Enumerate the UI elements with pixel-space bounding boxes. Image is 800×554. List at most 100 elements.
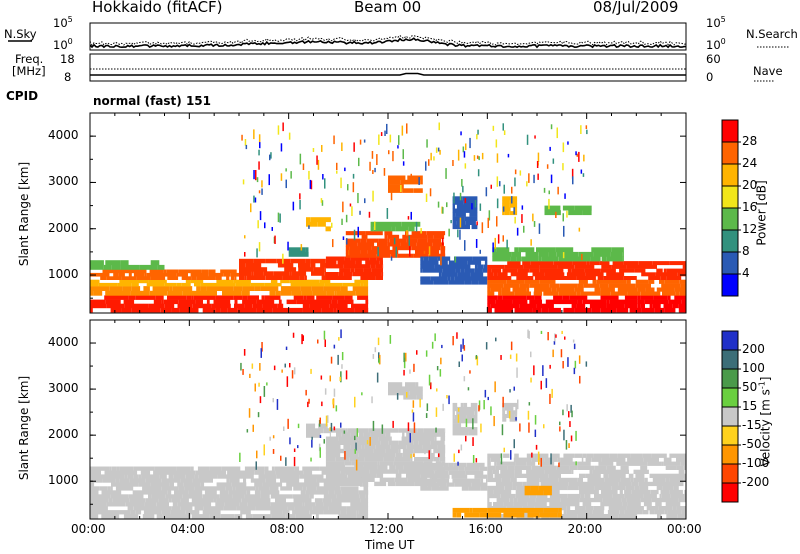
heatmap-cell	[502, 235, 504, 242]
heatmap-cell	[422, 444, 438, 450]
heatmap-cell	[402, 452, 413, 458]
heatmap-cell	[246, 275, 257, 280]
heatmap-cell	[492, 256, 511, 262]
heatmap-cell	[506, 239, 508, 249]
heatmap-cell	[294, 506, 297, 511]
heatmap-cell	[341, 481, 361, 487]
heatmap-cell	[261, 180, 263, 188]
heatmap-cell	[503, 184, 505, 194]
heatmap-cell	[127, 482, 139, 487]
heatmap-cell	[243, 470, 255, 475]
heatmap-cell	[164, 282, 177, 287]
heatmap-cell	[203, 506, 224, 511]
heatmap-cell	[340, 329, 342, 339]
x-tick-label: 12:00	[369, 522, 404, 536]
heatmap-cell	[376, 452, 396, 458]
heatmap-cell	[598, 461, 614, 466]
heatmap-cell	[538, 256, 542, 262]
heatmap-cell	[501, 287, 511, 292]
heatmap-cell	[412, 412, 415, 422]
heatmap-cell	[254, 490, 261, 495]
heatmap-cell	[312, 290, 327, 296]
heatmap-cell	[428, 374, 431, 386]
y-tick-label: 3000	[48, 381, 79, 396]
heatmap-cell	[663, 303, 673, 309]
heatmap-cell	[90, 502, 107, 507]
heatmap-cell	[245, 144, 248, 150]
heatmap-cell	[516, 276, 534, 280]
heatmap-cell	[491, 268, 502, 273]
heatmap-cell	[176, 466, 191, 471]
heatmap-cell	[557, 264, 575, 269]
heatmap-cell	[620, 465, 629, 470]
heatmap-cell	[455, 419, 473, 424]
heatmap-cell	[521, 256, 539, 262]
heatmap-cell	[283, 426, 285, 431]
heatmap-cell	[379, 260, 383, 265]
heatmap-cell	[285, 168, 287, 172]
heatmap-cell	[553, 341, 556, 345]
heatmap-cell	[433, 448, 446, 454]
heatmap-cell	[517, 268, 530, 273]
heatmap-cell	[266, 382, 268, 386]
heatmap-cell	[455, 212, 466, 217]
heatmap-cell	[659, 493, 662, 499]
heatmap-cell	[461, 486, 469, 491]
heatmap-cell	[502, 402, 510, 407]
heatmap-cell	[325, 473, 346, 478]
heatmap-cell	[157, 264, 165, 270]
heatmap-cell	[452, 216, 465, 221]
heatmap-cell	[517, 497, 536, 503]
heatmap-cell	[683, 268, 686, 273]
heatmap-cell	[622, 256, 624, 262]
heatmap-cell	[420, 260, 439, 265]
heatmap-cell	[452, 402, 458, 408]
heatmap-cell	[206, 299, 210, 305]
heatmap-cell	[558, 462, 560, 468]
heatmap-cell	[433, 234, 445, 239]
heatmap-cell	[325, 275, 333, 280]
heatmap-cell	[502, 206, 505, 212]
heatmap-cell	[556, 465, 570, 470]
heatmap-cell	[430, 440, 434, 445]
heatmap-cell	[293, 456, 296, 467]
heatmap-cell	[442, 207, 444, 214]
heatmap-cell	[161, 510, 171, 515]
heatmap-cell	[452, 196, 463, 201]
heatmap-cell	[512, 295, 527, 300]
colorbar-tick-label: 4	[742, 266, 750, 280]
heatmap-cell	[495, 337, 497, 342]
heatmap-cell	[338, 477, 343, 482]
heatmap-cell	[261, 188, 263, 195]
heatmap-cell	[543, 276, 562, 280]
heatmap-cell	[515, 353, 518, 362]
heatmap-cell	[603, 473, 609, 478]
heatmap-cell	[433, 440, 445, 445]
heatmap-cell	[148, 494, 152, 499]
heatmap-cell	[493, 489, 512, 495]
heatmap-cell	[302, 335, 304, 341]
heatmap-cell	[354, 307, 369, 313]
heatmap-cell	[359, 210, 361, 215]
heatmap-cell	[548, 190, 550, 195]
heatmap-cell	[563, 261, 573, 266]
heatmap-cell	[538, 251, 549, 257]
heatmap-cell	[354, 396, 356, 408]
noise-right-tick-top: 105	[706, 15, 726, 30]
heatmap-cell	[293, 448, 296, 452]
heatmap-cell	[270, 494, 279, 499]
heatmap-cell	[273, 271, 290, 276]
heatmap-cell	[317, 221, 326, 227]
heatmap-cell	[271, 227, 273, 231]
heatmap-cell	[446, 202, 448, 208]
heatmap-cell	[511, 186, 513, 194]
heatmap-cell	[502, 406, 505, 411]
heatmap-cell	[586, 497, 603, 503]
heatmap-cell	[394, 477, 408, 482]
heatmap-cell	[665, 465, 677, 470]
heatmap-cell	[180, 478, 193, 483]
heatmap-cell	[538, 223, 541, 234]
heatmap-cell	[551, 388, 553, 398]
heatmap-cell	[619, 502, 623, 507]
heatmap-cell	[669, 489, 683, 495]
